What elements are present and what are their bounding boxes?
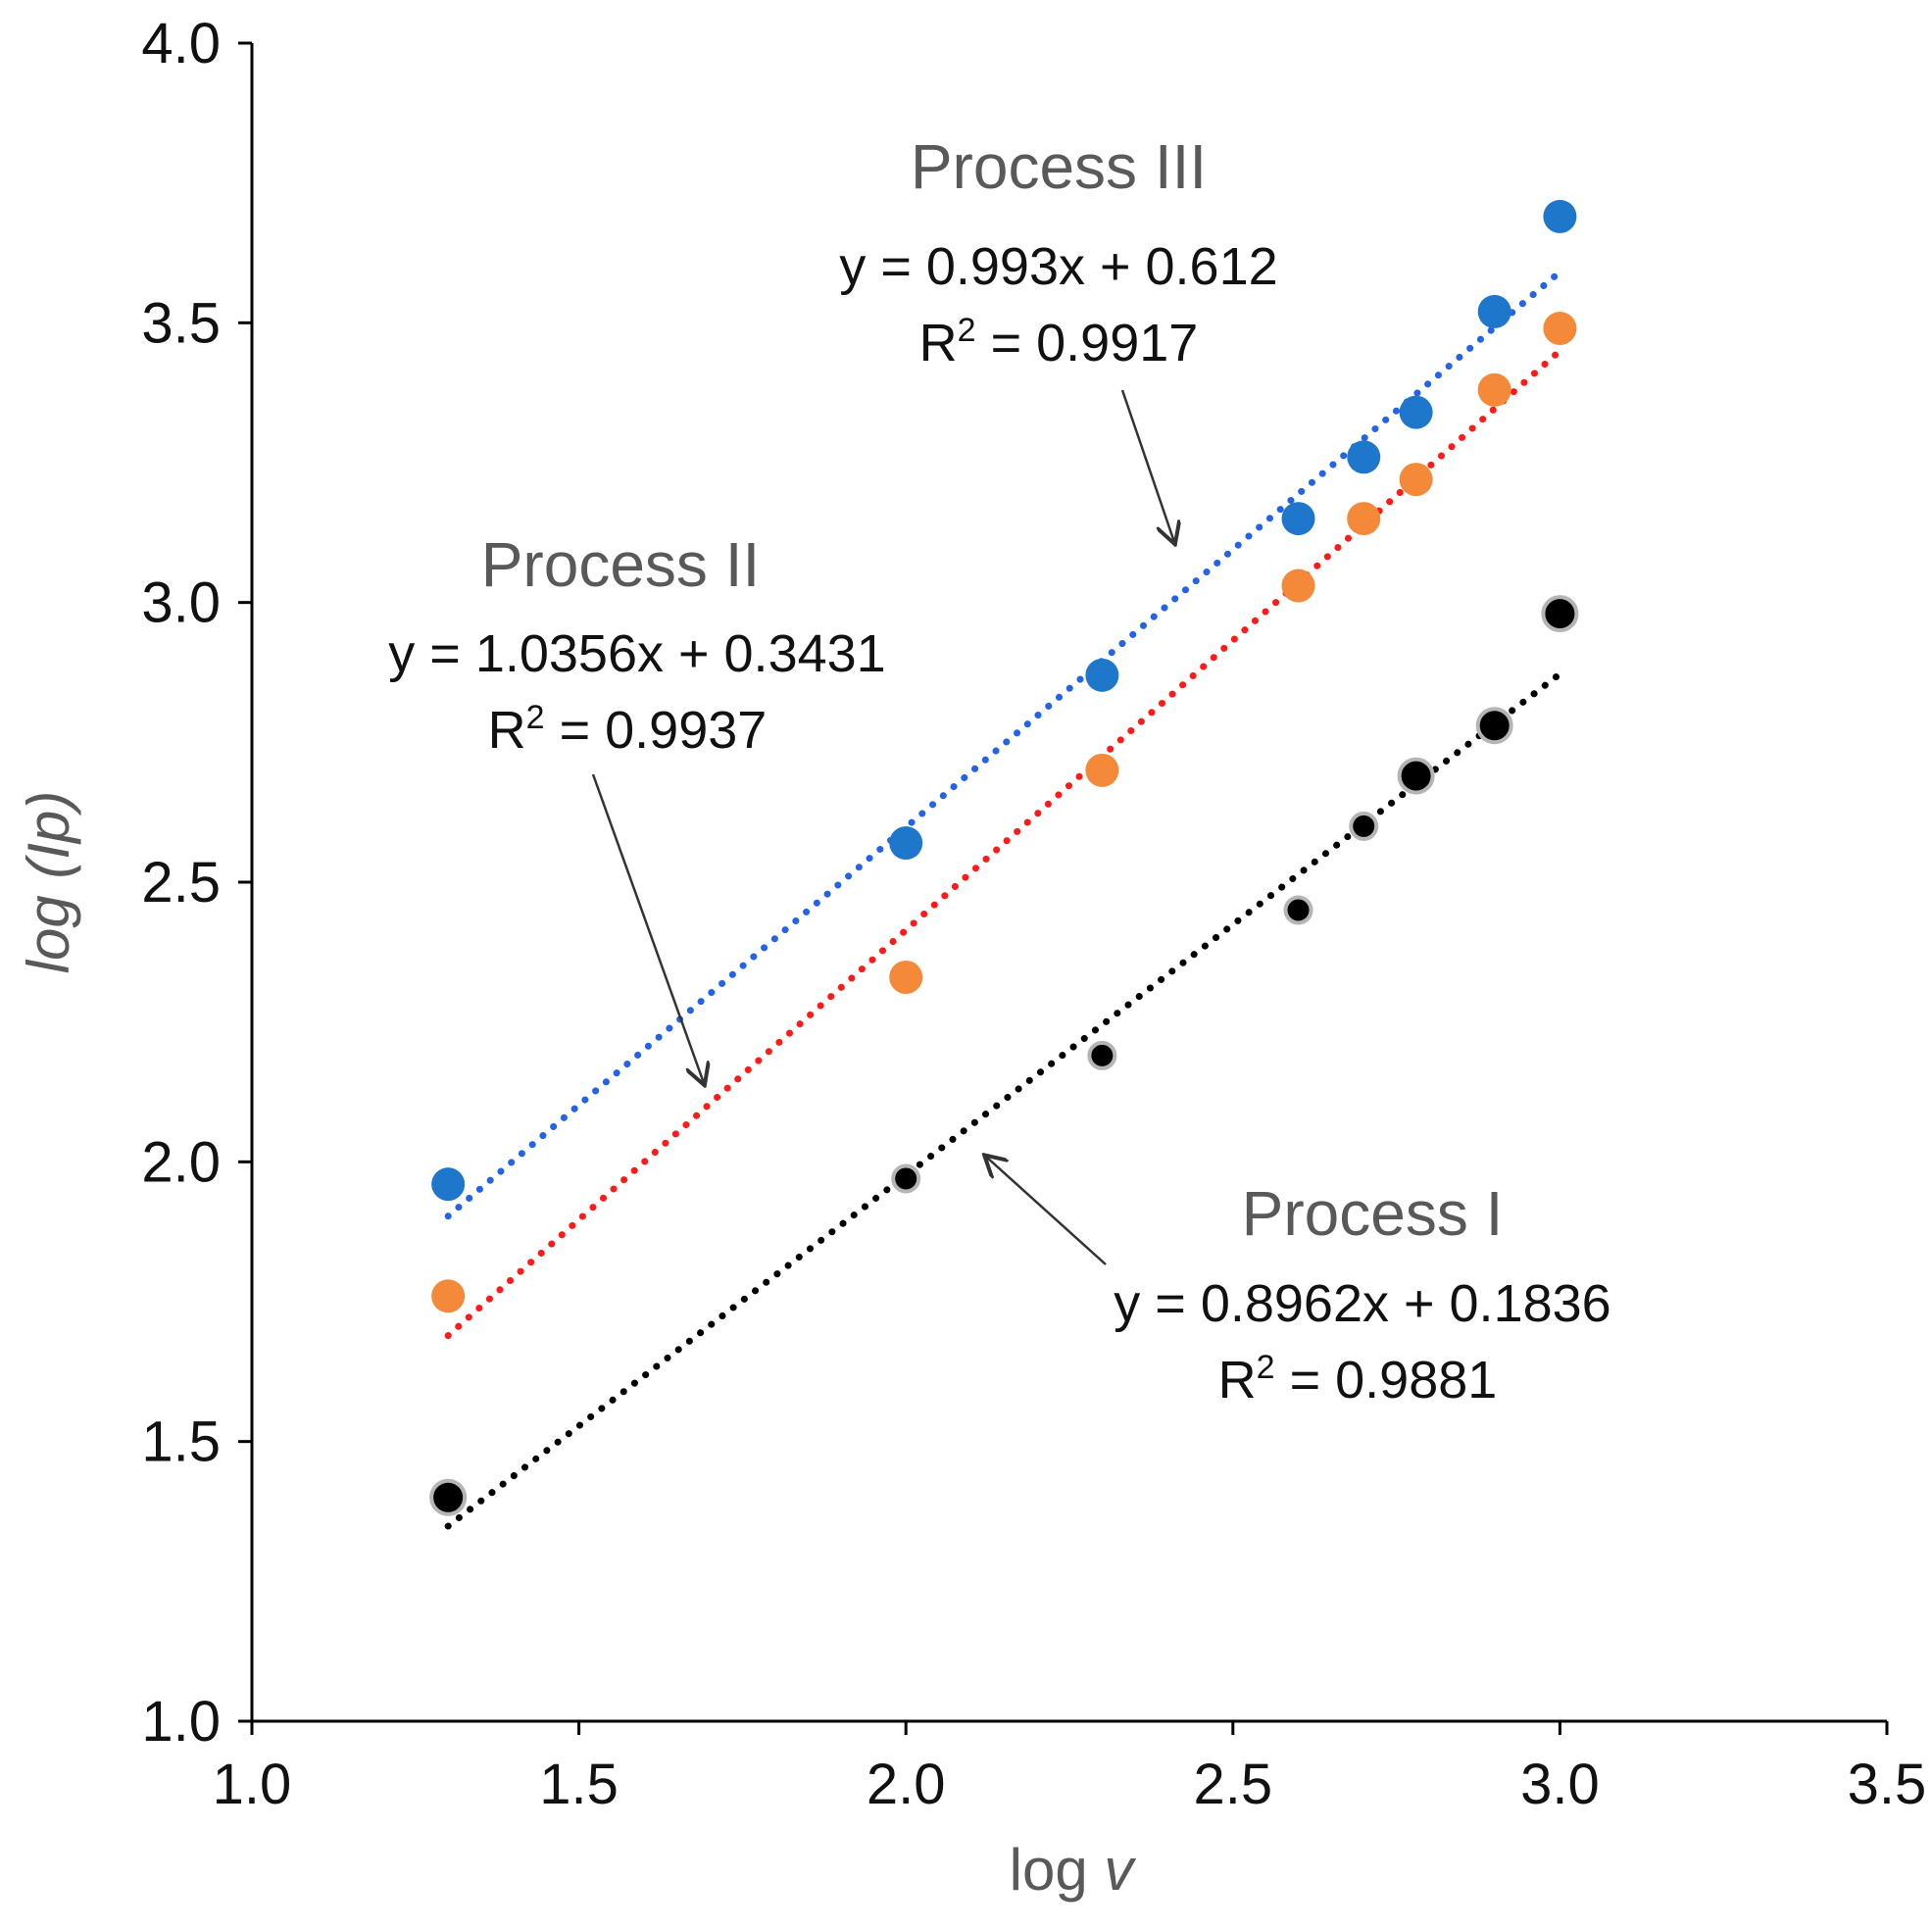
tick-labels: 1.0 1.5 2.0 2.5 3.0 3.5 1.0 1.5 2.0 2.5 3.0 3.5 4.0 [141, 12, 1926, 1816]
point-series-2 [1085, 753, 1119, 787]
y-tick-label: 1.5 [141, 1410, 221, 1474]
axis-ticks [238, 41, 1889, 1735]
process-ii-title: Process II [481, 529, 761, 600]
process-i-r2: R2 = 0.9881 [1218, 1349, 1498, 1410]
process-iii-r2: R2 = 0.9917 [919, 312, 1199, 372]
point-series-3 [889, 826, 923, 861]
point-series-2 [1281, 569, 1315, 603]
annotation-process-iii: Process III y = 0.993x + 0.612 R2 = 0.99… [839, 131, 1278, 542]
y-tick-label: 1.0 [141, 1690, 221, 1754]
process-i-equation: y = 0.8962x + 0.1836 [1114, 1274, 1610, 1333]
x-axis-title: log v [1010, 1837, 1137, 1903]
process-i-title: Process I [1242, 1178, 1504, 1249]
process-iii-arrow [1120, 389, 1174, 542]
y-tick-label: 3.5 [141, 291, 221, 355]
trendline-series-2 [444, 347, 1563, 1340]
point-series-2 [1347, 502, 1381, 536]
x-tick-label: 2.5 [1193, 1753, 1272, 1816]
point-series-3 [431, 1167, 466, 1202]
point-series-2 [889, 961, 923, 995]
y-tick-label: 2.0 [141, 1130, 221, 1194]
x-tick-label: 3.5 [1848, 1753, 1927, 1816]
y-tick-label: 2.5 [141, 851, 221, 915]
x-tick-label: 3.0 [1520, 1753, 1600, 1816]
trendlines [444, 268, 1563, 1530]
process-iii-equation: y = 0.993x + 0.612 [839, 237, 1277, 296]
x-tick-label: 1.0 [213, 1753, 292, 1816]
annotation-process-i: Process I y = 0.8962x + 0.1836 R2 = 0.98… [986, 1157, 1611, 1410]
point-series-1 [429, 1478, 468, 1516]
point-series-2 [1477, 372, 1511, 407]
point-series-1 [1475, 707, 1513, 745]
point-series-1 [1283, 895, 1313, 925]
process-ii-r2: R2 = 0.9937 [488, 699, 768, 760]
point-series-3 [1399, 395, 1433, 429]
point-series-3 [1543, 199, 1577, 233]
x-tick-label: 1.5 [539, 1753, 619, 1816]
point-series-1 [891, 1163, 921, 1194]
process-i-arrow [986, 1157, 1107, 1265]
point-series-3 [1347, 440, 1381, 474]
point-series-2 [1399, 463, 1433, 497]
point-series-3 [1477, 294, 1511, 328]
process-ii-equation: y = 1.0356x + 0.3431 [388, 624, 885, 683]
point-series-3 [1085, 658, 1119, 692]
trendline-series-3 [444, 268, 1563, 1220]
annotation-process-ii: Process II y = 1.0356x + 0.3431 R2 = 0.9… [388, 529, 886, 1083]
y-tick-label: 3.0 [141, 571, 221, 635]
point-series-2 [1543, 312, 1577, 346]
process-iii-title: Process III [911, 131, 1207, 202]
process-ii-arrow [591, 773, 704, 1083]
data-points [429, 199, 1579, 1516]
y-axis-title: log (Ip) [16, 791, 81, 974]
point-series-1 [1397, 757, 1435, 795]
trendline-series-1 [444, 670, 1563, 1530]
x-tick-label: 2.0 [867, 1753, 946, 1816]
point-series-1 [1349, 811, 1379, 841]
point-series-3 [1281, 502, 1315, 536]
point-series-1 [1541, 595, 1579, 633]
y-tick-label: 4.0 [141, 12, 221, 75]
point-series-1 [1087, 1040, 1117, 1070]
point-series-2 [431, 1279, 466, 1313]
